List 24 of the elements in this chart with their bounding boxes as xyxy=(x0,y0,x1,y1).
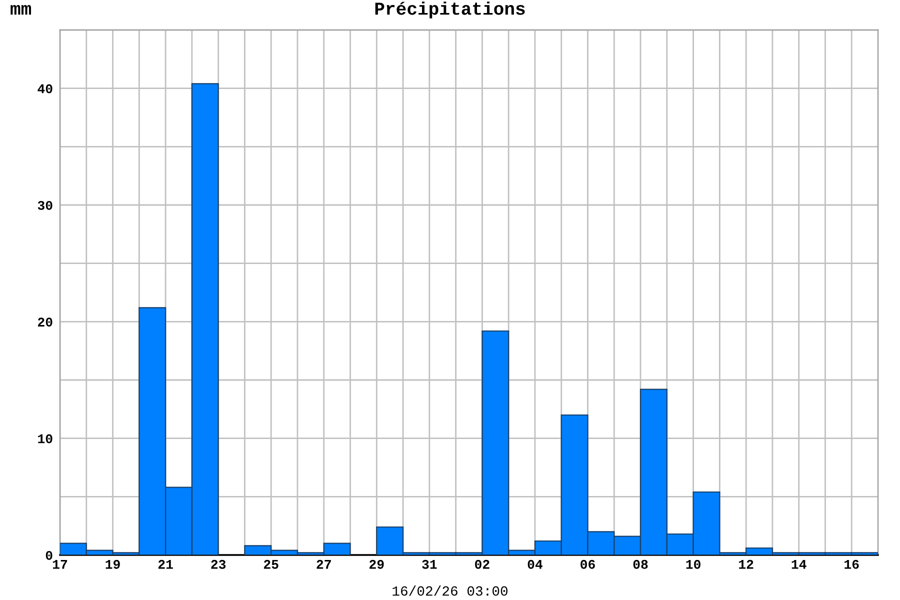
y-tick-label: 20 xyxy=(38,318,52,327)
chart-title: Précipitations xyxy=(375,2,525,18)
x-tick-label: 08 xyxy=(633,560,648,569)
y-tick-label: 40 xyxy=(38,84,52,94)
x-tick-label: 31 xyxy=(422,560,437,569)
y-tick-label: 10 xyxy=(38,434,52,444)
x-tick-label: 04 xyxy=(528,560,542,569)
x-tick-label: 10 xyxy=(686,560,700,569)
x-tick-label: 16 xyxy=(844,560,859,569)
x-tick-label: 25 xyxy=(264,560,278,569)
x-tick-label: 27 xyxy=(316,560,331,569)
x-tick-label: 23 xyxy=(211,560,226,569)
x-tick-label: 29 xyxy=(370,560,384,569)
y-tick-label: 0 xyxy=(46,550,52,560)
x-tick-label: 12 xyxy=(739,560,754,569)
y-axis-title: mm xyxy=(10,4,32,15)
x-tick-label: 02 xyxy=(475,560,490,569)
y-tick-label: 30 xyxy=(38,200,52,210)
x-axis-title: 16/02/26 03:00 xyxy=(392,586,508,596)
x-tick-label: 19 xyxy=(106,560,120,569)
x-tick-label: 14 xyxy=(792,560,806,569)
x-tick-label: 17 xyxy=(52,560,68,569)
x-tick-label: 21 xyxy=(158,560,173,569)
x-tick-label: 06 xyxy=(580,560,595,569)
